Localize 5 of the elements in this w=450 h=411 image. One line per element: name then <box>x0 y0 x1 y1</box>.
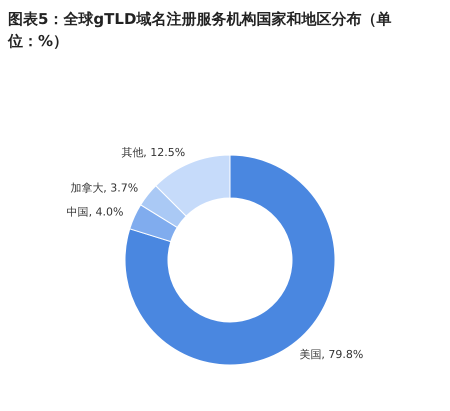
slice-label: 美国, 79.8% <box>299 348 364 362</box>
slice-label: 加拿大, 3.7% <box>70 181 138 194</box>
slice-label: 其他, 12.5% <box>121 146 186 159</box>
chart-title: 图表5：全球gTLD域名注册服务机构国家和地区分布（单位：%） <box>8 9 392 52</box>
slice-label: 中国, 4.0% <box>66 206 124 219</box>
